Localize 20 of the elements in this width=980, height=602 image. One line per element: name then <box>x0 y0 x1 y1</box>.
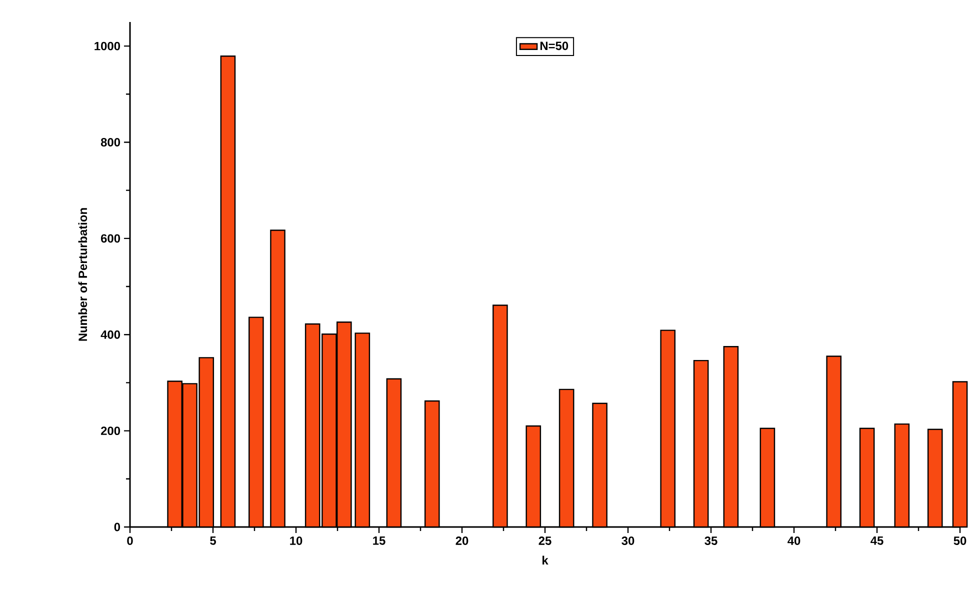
x-tick-label: 30 <box>622 536 634 545</box>
x-tick-label: 25 <box>538 536 552 545</box>
x-tick-label: 5 <box>210 536 216 545</box>
x-tick-label: 40 <box>788 536 800 545</box>
y-tick-label: 800 <box>100 138 120 146</box>
x-tick-label: 50 <box>954 536 966 545</box>
y-tick-label: 400 <box>100 330 120 339</box>
x-tick-label: 20 <box>456 536 468 545</box>
x-tick-label: 45 <box>870 536 884 545</box>
x-tick-label: 35 <box>704 536 718 545</box>
x-tick-label: 10 <box>290 536 302 545</box>
y-axis-title: Number of Perturbation <box>78 208 88 341</box>
y-tick-label: 0 <box>114 522 120 532</box>
legend-label: N=50 <box>540 42 568 50</box>
y-tick-label: 600 <box>100 234 120 243</box>
y-tick-label: 1000 <box>94 42 120 50</box>
x-axis-title: k <box>542 556 548 564</box>
x-tick-label: 15 <box>373 536 386 545</box>
y-tick-label: 200 <box>100 426 120 436</box>
x-tick-label: 0 <box>127 536 133 545</box>
